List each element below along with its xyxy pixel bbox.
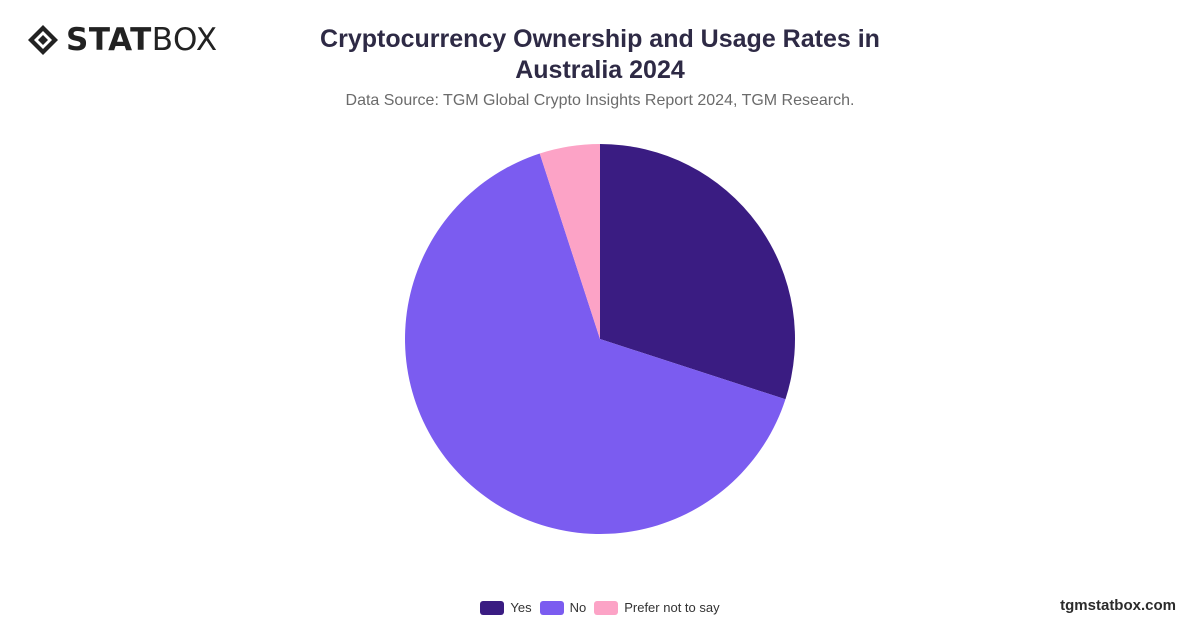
pie-slice-yes[interactable] [600,144,796,400]
pie-slice-no[interactable] [405,153,786,534]
statbox-logo[interactable]: STATBOX [26,22,218,58]
legend-swatch-prefer-not-to-say [594,600,619,615]
pie-slice-prefer-not-to-say[interactable] [539,144,600,339]
logo-wordmark: STATBOX [66,21,218,58]
chart-subtitle: Data Source: TGM Global Crypto Insights … [345,92,855,109]
legend-item-yes[interactable]: Yes [480,600,532,615]
legend-item-no[interactable]: No [539,600,587,615]
legend-swatch-yes [480,600,505,615]
chart-legend: Yes No Prefer not to say [0,600,1200,615]
legend-label-yes: Yes [510,600,532,615]
footer-url[interactable]: tgmstatbox.com [1060,597,1176,614]
logo-text-light: BOX [151,21,218,58]
logo-text-bold: STAT [66,21,152,58]
legend-label-no: No [569,600,587,615]
chart-title: Cryptocurrency Ownership and Usage Rates… [320,25,880,84]
legend-item-prefer-not-to-say[interactable]: Prefer not to say [594,600,720,615]
diamond-logo-icon [28,25,58,55]
legend-swatch-no [539,600,564,615]
legend-label-prefer-not-to-say: Prefer not to say [624,600,720,615]
